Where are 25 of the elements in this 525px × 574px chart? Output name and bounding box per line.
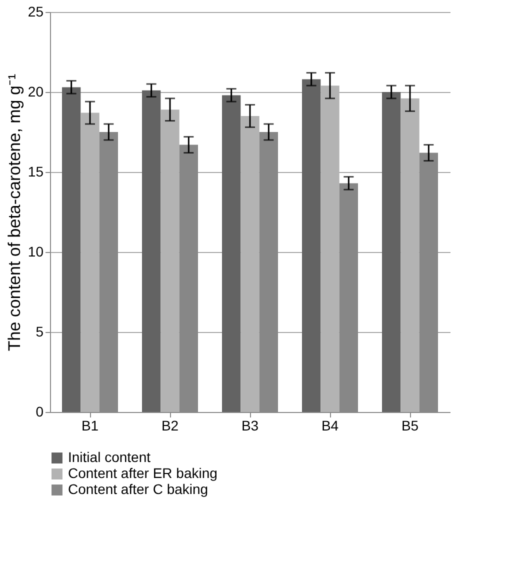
bar	[302, 79, 321, 412]
x-tick-label: B2	[161, 418, 179, 434]
y-axis-title: The content of beta-carotene, mg g⁻¹	[4, 74, 24, 352]
y-tick-label: 0	[36, 404, 44, 420]
legend-label: Initial content	[68, 449, 151, 465]
x-tick-label: B3	[241, 418, 259, 434]
legend-label: Content after C baking	[68, 481, 208, 497]
y-tick-label: 15	[28, 164, 44, 180]
bar	[320, 86, 340, 412]
bar	[222, 95, 241, 412]
y-tick-label: 25	[28, 4, 44, 20]
y-tick-label: 10	[28, 244, 44, 260]
bar	[382, 92, 401, 412]
y-tick-label: 5	[36, 324, 44, 340]
x-tick-label: B1	[81, 418, 99, 434]
bar	[240, 116, 260, 412]
legend-label: Content after ER baking	[68, 465, 218, 481]
bar	[142, 90, 161, 412]
bar	[80, 112, 100, 412]
y-tick-label: 20	[28, 84, 44, 100]
x-tick-label: B5	[401, 418, 419, 434]
x-tick-label: B4	[321, 418, 339, 434]
bar	[400, 98, 420, 412]
bar	[160, 110, 180, 412]
bar	[62, 87, 81, 412]
